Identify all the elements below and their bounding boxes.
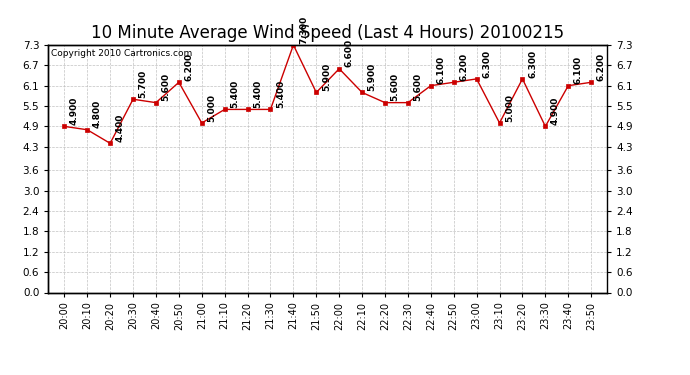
Text: 6.100: 6.100	[436, 56, 445, 84]
Text: 5.000: 5.000	[505, 94, 514, 122]
Text: 5.400: 5.400	[276, 80, 285, 108]
Text: 4.900: 4.900	[551, 97, 560, 125]
Text: 5.600: 5.600	[161, 73, 170, 101]
Text: 6.200: 6.200	[184, 53, 193, 81]
Text: 4.900: 4.900	[70, 97, 79, 125]
Text: 7.300: 7.300	[299, 15, 308, 44]
Text: 6.100: 6.100	[574, 56, 583, 84]
Text: 5.900: 5.900	[368, 63, 377, 91]
Text: 4.800: 4.800	[92, 100, 102, 128]
Text: 6.300: 6.300	[528, 50, 537, 78]
Text: 5.700: 5.700	[139, 70, 148, 98]
Text: 5.600: 5.600	[391, 73, 400, 101]
Text: 5.400: 5.400	[230, 80, 239, 108]
Text: 6.200: 6.200	[597, 53, 606, 81]
Text: 4.400: 4.400	[116, 114, 125, 142]
Text: 6.600: 6.600	[345, 39, 354, 68]
Text: 5.600: 5.600	[413, 73, 422, 101]
Text: 6.200: 6.200	[460, 53, 469, 81]
Text: 5.400: 5.400	[253, 80, 262, 108]
Text: 6.300: 6.300	[482, 50, 491, 78]
Text: Copyright 2010 Cartronics.com: Copyright 2010 Cartronics.com	[51, 49, 193, 58]
Title: 10 Minute Average Wind Speed (Last 4 Hours) 20100215: 10 Minute Average Wind Speed (Last 4 Hou…	[91, 24, 564, 42]
Text: 5.000: 5.000	[207, 94, 217, 122]
Text: 5.900: 5.900	[322, 63, 331, 91]
